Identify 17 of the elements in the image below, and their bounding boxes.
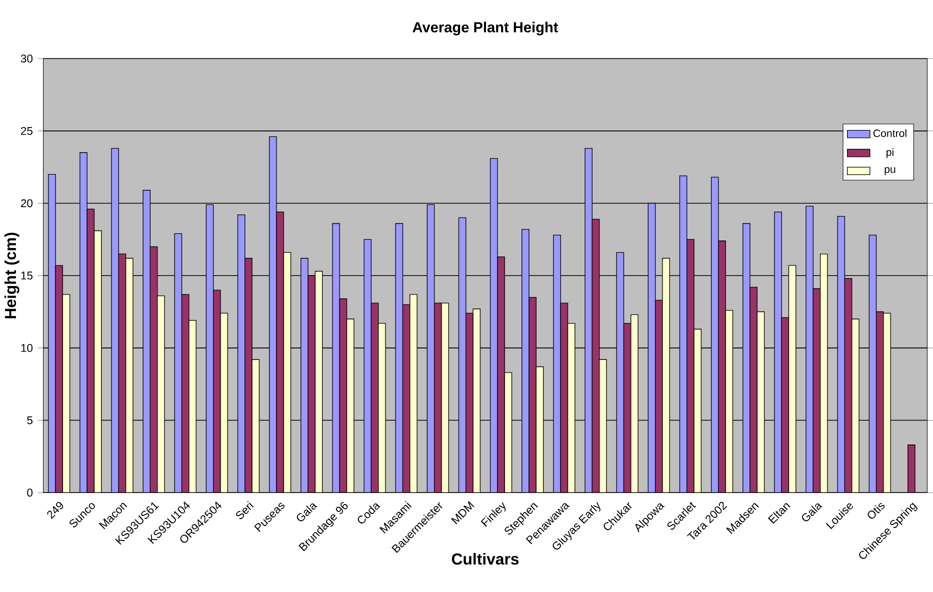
y-tick-label: 30 [20, 54, 33, 63]
x-tick-label: 249 [47, 502, 64, 519]
x-tick-label: Seri [236, 501, 254, 520]
y-tick-label: 25 [21, 126, 32, 135]
legend-label: pi [886, 148, 894, 158]
legend-label: pu [884, 167, 896, 176]
y-axis-title: Height (cm) [4, 232, 20, 318]
y-tick-label: 5 [27, 416, 32, 424]
x-tick-label: Otis [868, 503, 885, 519]
y-tick-label: 0 [27, 488, 33, 497]
chart-title: Average Plant Height [412, 22, 558, 36]
y-tick-label: 15 [21, 272, 32, 280]
x-axis-title: Cultivars [452, 553, 519, 565]
y-tick-label: 20 [21, 199, 33, 208]
y-tick-label: 10 [21, 344, 33, 352]
legend-label: Control [873, 129, 906, 138]
x-tick-label: Gala [802, 503, 822, 522]
